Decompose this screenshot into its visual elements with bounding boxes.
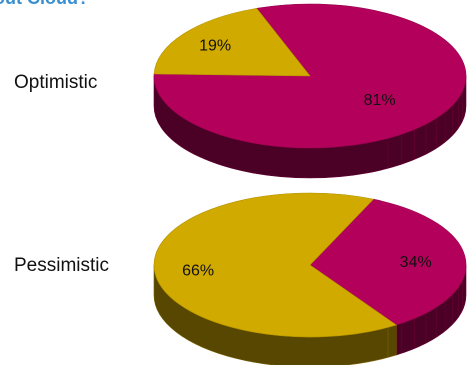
chart-title: out Cloud? ’ <box>0 0 99 9</box>
pie-slice <box>153 192 398 338</box>
slice-label: 66% <box>182 262 214 279</box>
pie-slice <box>153 8 311 77</box>
slice-label: 19% <box>199 37 231 54</box>
slice-label: 81% <box>364 92 396 109</box>
pie-optimistic: 81% 19% Optimistic <box>14 3 467 179</box>
pie-slice <box>309 198 467 326</box>
group-label: Optimistic <box>14 72 97 93</box>
pie-pessimistic: 34% 66% Pessimistic <box>14 192 467 365</box>
group-label: Pessimistic <box>14 255 109 276</box>
slice-label: 34% <box>400 254 432 271</box>
